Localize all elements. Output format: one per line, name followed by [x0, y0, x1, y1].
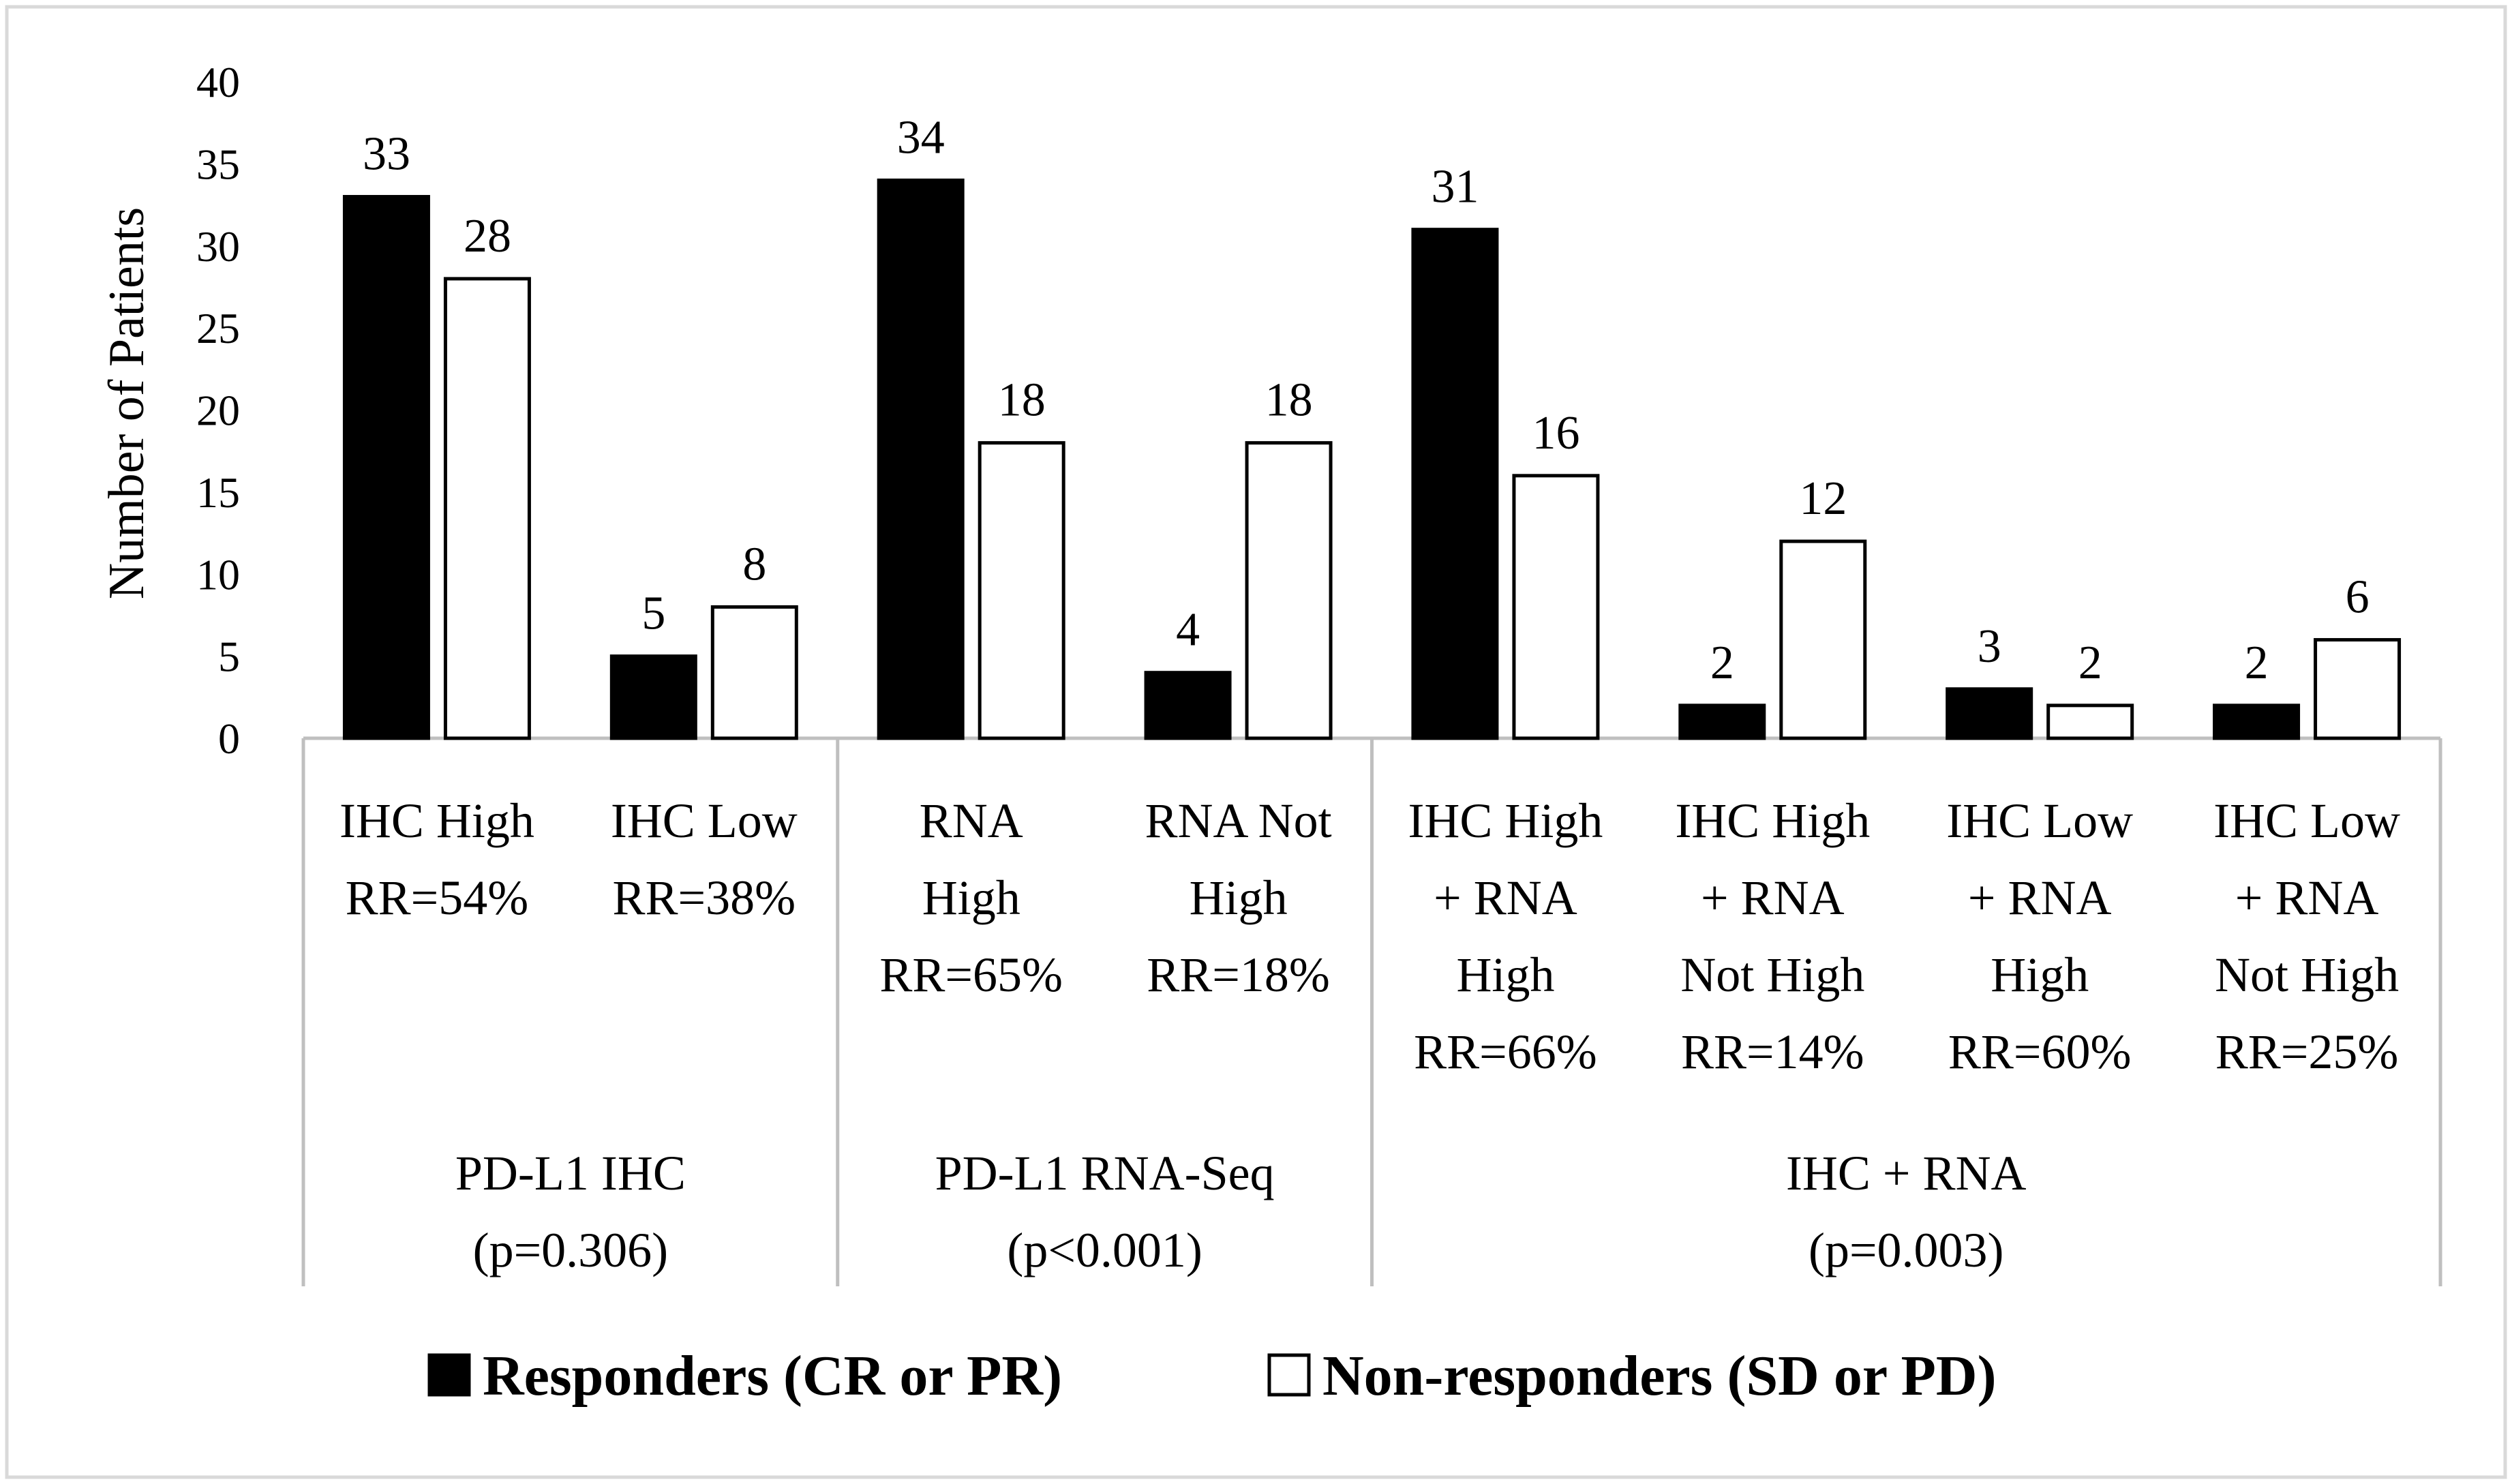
category-label: + RNA [2235, 870, 2379, 925]
group-label: PD-L1 IHC [455, 1146, 686, 1200]
bar-responders [877, 178, 965, 740]
data-label: 18 [1265, 374, 1313, 427]
data-label: 2 [2245, 637, 2269, 689]
y-tick-label: 20 [196, 387, 240, 435]
category-label: RR=66% [1414, 1025, 1597, 1079]
category-label: IHC Low [2213, 793, 2400, 848]
bar-non-responders [2314, 638, 2402, 740]
bar-non-responders [1512, 474, 1600, 740]
data-label: 31 [1431, 161, 1479, 213]
y-tick-label: 35 [196, 140, 240, 188]
data-label: 16 [1532, 407, 1579, 459]
y-tick-label: 40 [196, 58, 240, 106]
group-label: IHC + RNA [1786, 1146, 2027, 1200]
bar-responders [1678, 703, 1766, 740]
category-label: Not High [2215, 948, 2399, 1002]
category-label: RR=18% [1147, 948, 1330, 1002]
y-axis-title: Number of Patients [99, 207, 155, 599]
bar-non-responders [710, 605, 798, 740]
bar-non-responders [443, 277, 531, 740]
data-label: 34 [897, 111, 945, 164]
bar-responders [1946, 687, 2033, 740]
bar-responders [1144, 671, 1232, 740]
category-label: RR=54% [346, 870, 529, 925]
data-label: 28 [464, 210, 511, 262]
bar-responders [609, 654, 697, 740]
category-label: IHC High [1408, 793, 1603, 848]
data-label: 5 [641, 588, 665, 640]
category-label: RR=14% [1681, 1025, 1864, 1079]
data-label: 18 [998, 374, 1046, 427]
bar-non-responders [2046, 703, 2134, 740]
data-label: 8 [742, 538, 766, 590]
y-tick-label: 25 [196, 304, 240, 352]
legend-label-responders: Responders (CR or PR) [483, 1344, 1062, 1408]
category-label: IHC Low [1946, 793, 2133, 848]
category-label: RR=25% [2215, 1025, 2399, 1079]
category-label: Not High [1680, 948, 1864, 1002]
category-label: High [1991, 948, 2089, 1002]
y-tick-label: 10 [196, 550, 240, 599]
category-label: RR=38% [612, 870, 796, 925]
bar-responders [2213, 703, 2301, 740]
category-label: + RNA [1434, 870, 1577, 925]
group-p-value: (p=0.003) [1809, 1223, 2004, 1277]
legend-swatch-responders [427, 1353, 471, 1397]
y-tick-label: 0 [218, 714, 240, 763]
category-label: IHC Low [611, 793, 798, 848]
legend-swatch-non-responders [1267, 1353, 1311, 1397]
y-tick-label: 30 [196, 222, 240, 271]
data-label: 12 [1799, 472, 1847, 525]
category-label: High [922, 870, 1020, 925]
group-label: PD-L1 RNA-Seq [935, 1146, 1275, 1200]
data-label: 2 [1710, 637, 1734, 689]
bar-non-responders [1779, 539, 1867, 740]
data-label: 4 [1176, 604, 1200, 656]
category-label: IHC High [339, 793, 534, 848]
y-tick-label: 5 [218, 633, 240, 681]
category-label: High [1456, 948, 1554, 1002]
category-label: RR=65% [879, 948, 1063, 1002]
bar-responders [342, 195, 430, 740]
data-label: 33 [363, 128, 410, 181]
y-tick-label: 15 [196, 468, 240, 517]
data-label: 6 [2346, 571, 2370, 624]
group-p-value: (p=0.306) [473, 1223, 669, 1277]
category-label: RNA Not [1145, 793, 1332, 848]
category-label: + RNA [1701, 870, 1845, 925]
legend-label-non-responders: Non-responders (SD or PD) [1322, 1344, 1997, 1408]
category-label: + RNA [1968, 870, 2112, 925]
data-label: 2 [2078, 637, 2102, 689]
category-label: RNA [920, 793, 1023, 848]
category-label: IHC High [1675, 793, 1870, 848]
group-p-value: (p<0.001) [1007, 1223, 1202, 1277]
category-label: RR=60% [1948, 1025, 2132, 1079]
bar-non-responders [1245, 441, 1333, 740]
category-label: High [1190, 870, 1288, 925]
bar-non-responders [978, 441, 1065, 740]
data-label: 3 [1978, 620, 2001, 673]
bar-responders [1411, 228, 1499, 740]
